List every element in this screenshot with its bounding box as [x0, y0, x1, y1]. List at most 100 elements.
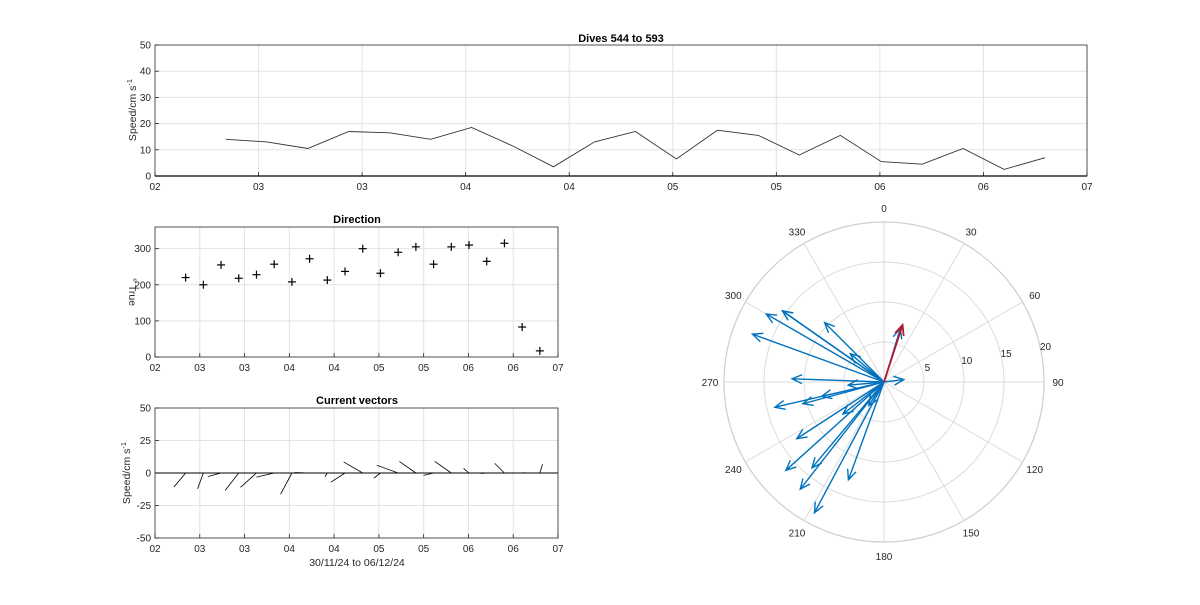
polar-vector-arrow [790, 374, 885, 385]
direction-ytick-label: 300 [134, 244, 151, 255]
vectors-ytick-label: 25 [140, 436, 152, 447]
vectors-ytick-label: -50 [137, 534, 152, 545]
direction-xtick-label: 07 [552, 363, 564, 374]
speed-ytick-label: 30 [140, 93, 152, 104]
speed-ytick-label: 10 [140, 145, 152, 156]
vector-stick [240, 472, 257, 488]
vectors-y-label: Speed/cm s-1 [119, 442, 133, 504]
vectors-xtick-label: 05 [418, 544, 430, 555]
direction-point [287, 277, 296, 286]
speed-ytick-label: 40 [140, 67, 152, 78]
polar-angle-label: 240 [725, 465, 742, 476]
direction-point [411, 242, 420, 251]
direction-axes-frame [154, 226, 559, 358]
vector-stick [294, 472, 310, 474]
speed-ytick-label: 20 [140, 119, 152, 130]
direction-xtick-label: 05 [373, 363, 385, 374]
vectors-xtick-label: 06 [463, 544, 475, 555]
vectors-title: Current vectors [316, 395, 398, 407]
vectors-xtick-label: 07 [552, 544, 564, 555]
vector-stick [207, 472, 222, 477]
direction-point [341, 267, 350, 276]
speed-xtick-label: 07 [1081, 182, 1093, 193]
direction-xtick-label: 05 [418, 363, 430, 374]
polar-radius-label: 10 [961, 356, 973, 367]
polar-angle-label: 60 [1029, 291, 1041, 302]
speed-xtick-label: 04 [564, 182, 576, 193]
polar-angle-label: 330 [789, 227, 806, 238]
direction-point [535, 346, 544, 355]
direction-point [500, 239, 509, 248]
polar-vector-arrow [781, 309, 885, 383]
direction-markers [181, 239, 544, 355]
direction-point [429, 260, 438, 269]
speed-xtick-label: 06 [874, 182, 886, 193]
vector-stick [463, 468, 470, 474]
vector-stick [376, 464, 399, 474]
direction-point [270, 260, 279, 269]
polar-vector-arrow [841, 381, 885, 416]
polar-angle-label: 210 [789, 529, 806, 540]
polar-vector-arrow [819, 381, 885, 400]
direction-grid [155, 227, 558, 357]
polar-vector-arrow [764, 313, 885, 383]
polar-angle-label: 0 [881, 204, 887, 215]
polar-spoke [745, 381, 885, 463]
vectors-ytick-label: 50 [140, 404, 152, 415]
vectors-panel: 02 03 03 04 04 05 05 06 06 07 -50 -25 0 25 50 Current… [119, 395, 564, 569]
direction-y-label: ° True [126, 278, 138, 306]
speed-xtick-label: 02 [149, 182, 161, 193]
polar-vector-arrow [784, 381, 885, 472]
polar-vector-arrow [883, 375, 906, 386]
speed-xtick-label: 03 [253, 182, 265, 193]
direction-xtick-label: 04 [284, 363, 296, 374]
vectors-xtick-label: 03 [194, 544, 206, 555]
speed-xtick-label: 05 [771, 182, 783, 193]
speed-grid [155, 45, 1087, 176]
polar-angle-label: 120 [1026, 465, 1043, 476]
speed-series-line [225, 127, 1046, 170]
vectors-sticks [155, 461, 558, 495]
direction-point [482, 257, 491, 266]
vectors-axes-frame [154, 407, 559, 539]
vectors-x-ticks: 02 03 03 04 04 05 05 06 06 07 [149, 534, 564, 555]
speed-xtick-label: 06 [978, 182, 990, 193]
vector-stick [224, 472, 240, 491]
vector-stick [494, 463, 505, 474]
vector-stick [330, 472, 346, 483]
vector-stick [173, 472, 186, 488]
polar-mean-arrow [883, 322, 905, 383]
direction-xtick-label: 06 [463, 363, 475, 374]
speed-panel: 02 03 03 04 04 05 05 06 06 07 0 10 20 30 40 50 Dives 5… [125, 33, 1093, 193]
direction-point [217, 260, 226, 269]
polar-angle-label: 150 [963, 529, 980, 540]
polar-angle-label: 30 [965, 227, 977, 238]
polar-spoke [883, 301, 1023, 383]
polar-vector-arrow [867, 381, 885, 407]
vector-stick [343, 461, 363, 474]
vectors-xtick-label: 06 [508, 544, 520, 555]
polar-vector-arrow [750, 332, 885, 383]
direction-title: Direction [333, 214, 381, 226]
vectors-x-label: 30/11/24 to 06/12/24 [309, 557, 405, 569]
polar-angle-label: 270 [702, 378, 719, 389]
vector-stick [256, 472, 275, 478]
direction-xtick-label: 02 [149, 363, 161, 374]
vectors-xtick-label: 04 [329, 544, 341, 555]
vector-stick [373, 472, 381, 479]
speed-ytick-label: 50 [140, 41, 152, 52]
polar-panel: 0 30 60 90 120 150 180 210 240 270 300 330 5 10 15 20 [702, 204, 1064, 563]
vector-stick [399, 461, 417, 474]
direction-ytick-label: 0 [145, 353, 151, 364]
direction-plot-area [155, 227, 558, 357]
speed-xtick-label: 04 [460, 182, 472, 193]
speed-plot-area [155, 45, 1087, 176]
polar-spoke [803, 381, 885, 521]
polar-spoke [803, 243, 885, 383]
direction-xtick-label: 06 [508, 363, 520, 374]
direction-point [234, 274, 243, 283]
vectors-xtick-label: 05 [373, 544, 385, 555]
vector-stick [197, 472, 204, 490]
direction-point [252, 270, 261, 279]
